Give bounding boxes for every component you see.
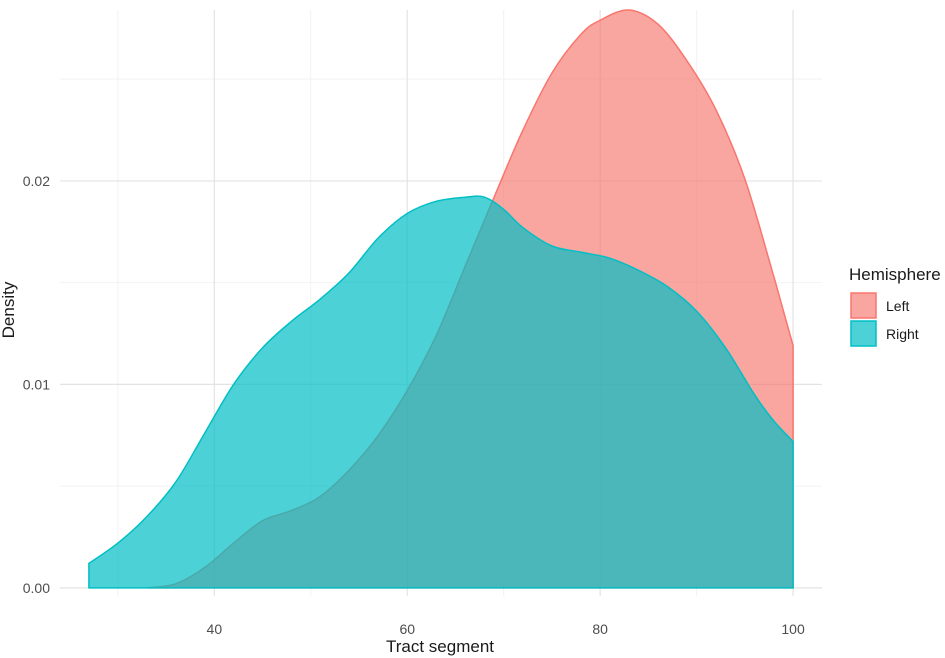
legend-key-right: [850, 320, 877, 347]
legend-label-left: Left: [886, 298, 909, 314]
y-tick-label: 0.00: [23, 580, 50, 596]
legend-title: Hemisphere: [849, 265, 941, 284]
y-tick-label: 0.01: [23, 376, 50, 392]
y-tick-labels: 0.00 0.01 0.02: [23, 173, 50, 596]
density-areas: [88, 9, 794, 589]
x-tick-labels: 40 60 80 100: [207, 621, 805, 637]
legend-label-right: Right: [886, 326, 919, 342]
x-tick-label: 60: [399, 621, 415, 637]
legend-key-left: [850, 292, 877, 319]
y-axis-title: Density: [0, 281, 18, 338]
density-area-right: [88, 195, 794, 589]
x-tick-label: 100: [781, 621, 805, 637]
x-tick-label: 40: [207, 621, 223, 637]
x-axis-title: Tract segment: [386, 637, 494, 656]
x-tick-label: 80: [592, 621, 608, 637]
legend: Hemisphere Left Right: [849, 265, 941, 347]
y-tick-label: 0.02: [23, 173, 50, 189]
